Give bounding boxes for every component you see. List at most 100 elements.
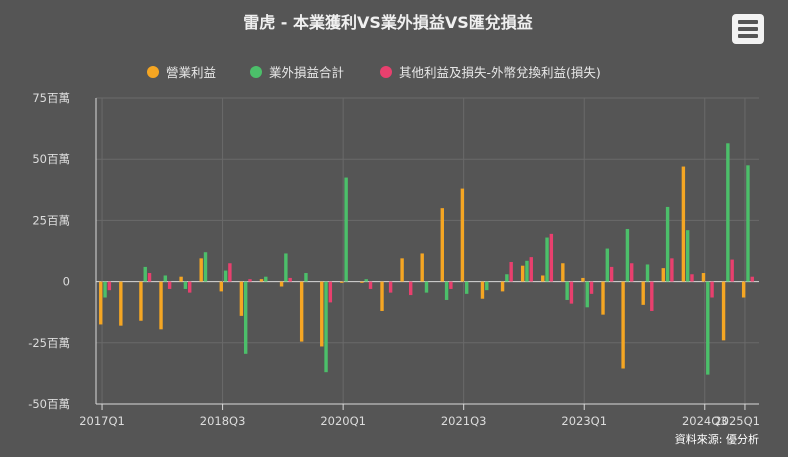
bar[interactable] [147, 273, 152, 282]
bar[interactable] [505, 274, 509, 282]
bar[interactable] [625, 228, 630, 282]
bar[interactable] [420, 253, 424, 282]
bar[interactable] [605, 248, 610, 282]
bar[interactable] [324, 281, 328, 373]
bar[interactable] [449, 281, 453, 289]
bar[interactable] [601, 281, 605, 315]
bar[interactable] [645, 264, 650, 282]
bar[interactable] [103, 281, 107, 298]
bar[interactable] [188, 281, 192, 293]
legend-label: 業外損益合計 [269, 65, 344, 80]
bar[interactable] [279, 281, 284, 287]
legend-label: 其他利益及損失-外幣兌換利益(損失) [399, 65, 601, 80]
bar[interactable] [99, 281, 103, 325]
bar[interactable] [565, 281, 569, 300]
bar[interactable] [569, 281, 574, 304]
bar[interactable] [460, 188, 465, 282]
bar[interactable] [585, 281, 589, 308]
legend-item[interactable]: 其他利益及損失-外幣兌換利益(損失) [380, 65, 601, 80]
bar[interactable] [500, 281, 505, 292]
bar[interactable] [163, 275, 168, 282]
bar[interactable] [706, 281, 710, 375]
bar[interactable] [641, 281, 645, 305]
bar[interactable] [520, 265, 525, 282]
bar[interactable] [143, 266, 147, 282]
bar[interactable] [509, 262, 513, 282]
bar[interactable] [119, 281, 123, 326]
bar[interactable] [485, 281, 489, 291]
bar[interactable] [581, 277, 585, 282]
bar[interactable] [167, 281, 172, 289]
bar[interactable] [400, 258, 404, 282]
bar[interactable] [239, 281, 244, 316]
bar[interactable] [726, 143, 730, 282]
bar[interactable] [549, 233, 554, 282]
bar[interactable] [444, 281, 449, 300]
bar[interactable] [159, 281, 163, 330]
bar[interactable] [440, 208, 444, 282]
bar[interactable] [464, 281, 469, 294]
bar[interactable] [561, 263, 565, 282]
bar[interactable] [228, 263, 232, 282]
bar[interactable] [721, 281, 726, 341]
y-tick-label: 25百萬 [32, 213, 70, 227]
y-tick-label: -25百萬 [28, 336, 70, 350]
bar[interactable] [661, 268, 665, 282]
bar[interactable] [589, 281, 594, 294]
bar[interactable] [541, 275, 545, 282]
bar[interactable] [630, 263, 634, 282]
bar[interactable] [621, 281, 625, 369]
bar[interactable] [710, 281, 714, 298]
axes: 75百萬 50百萬 25百萬 0 -25百萬 -50百萬 2017Q1 2018Q3 2020Q… [28, 91, 760, 428]
bar[interactable] [380, 281, 384, 311]
bar[interactable] [525, 260, 529, 282]
bar[interactable] [750, 276, 754, 282]
bar[interactable] [264, 276, 268, 282]
bar[interactable] [299, 281, 304, 342]
bar[interactable] [328, 281, 333, 303]
bar[interactable] [243, 281, 248, 354]
bar[interactable] [685, 230, 690, 282]
bar[interactable] [609, 266, 614, 282]
bar[interactable] [409, 281, 413, 296]
bar[interactable] [360, 281, 364, 283]
legend-item[interactable]: 業外損益合計 [250, 65, 344, 80]
x-tick-label: 2018Q3 [200, 414, 246, 428]
bar[interactable] [288, 277, 292, 282]
bar[interactable] [139, 281, 143, 321]
bar[interactable] [340, 281, 344, 283]
bar[interactable] [248, 279, 252, 282]
bar[interactable] [320, 281, 324, 347]
bar[interactable] [364, 279, 368, 282]
bar[interactable] [670, 258, 674, 282]
bar[interactable] [199, 258, 203, 282]
legend-item[interactable]: 營業利益 [147, 65, 216, 80]
bar[interactable] [107, 281, 112, 291]
bar[interactable] [179, 276, 183, 282]
bar[interactable] [183, 281, 188, 289]
bar[interactable] [259, 279, 264, 282]
bar[interactable] [741, 281, 746, 298]
bar[interactable] [681, 166, 686, 282]
bar[interactable] [746, 165, 750, 282]
bar[interactable] [701, 273, 706, 282]
bar[interactable] [665, 206, 670, 282]
bar[interactable] [223, 270, 228, 282]
bar[interactable] [219, 281, 223, 292]
bar[interactable] [650, 281, 654, 311]
x-tick-label: 2020Q1 [320, 414, 366, 428]
bar[interactable] [344, 177, 348, 282]
bar[interactable] [545, 237, 549, 282]
bar[interactable] [203, 252, 208, 282]
bar[interactable] [529, 257, 533, 282]
bar[interactable] [480, 281, 485, 299]
export-menu-button[interactable] [732, 14, 764, 44]
bar[interactable] [730, 259, 734, 282]
bar[interactable] [690, 274, 694, 282]
bar[interactable] [284, 253, 288, 282]
bar[interactable] [424, 281, 429, 293]
bar[interactable] [368, 281, 373, 289]
bar[interactable] [388, 281, 393, 293]
bar[interactable] [304, 273, 308, 282]
